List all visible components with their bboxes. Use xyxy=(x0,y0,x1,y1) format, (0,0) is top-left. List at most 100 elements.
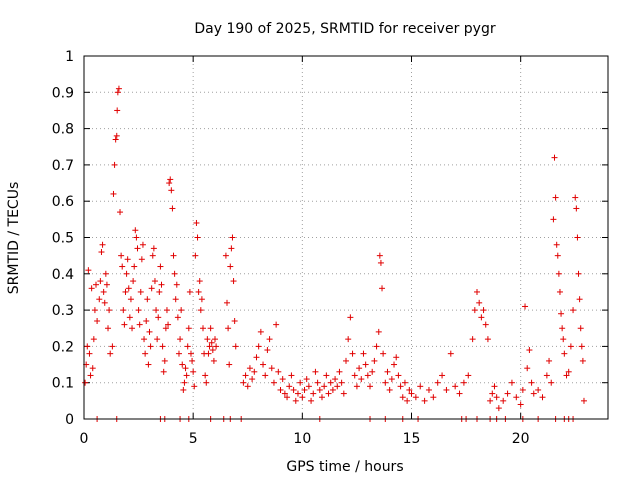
data-point xyxy=(297,379,304,386)
chart-title: Day 190 of 2025, SRMTID for receiver pyg… xyxy=(194,21,495,37)
data-point xyxy=(535,386,542,393)
data-point xyxy=(264,347,271,354)
data-point xyxy=(204,336,211,343)
data-point xyxy=(153,307,160,314)
data-point xyxy=(246,365,253,372)
data-point xyxy=(294,390,301,397)
data-point xyxy=(146,328,153,335)
data-point xyxy=(142,350,149,357)
y-tick-label: 0.7 xyxy=(52,158,74,174)
x-axis-title: GPS time / hours xyxy=(286,459,403,475)
x-tick-label: 0 xyxy=(80,431,89,447)
data-point xyxy=(112,136,119,143)
data-points xyxy=(82,85,587,422)
y-tick-label: 0.3 xyxy=(52,303,74,319)
data-point xyxy=(135,307,142,314)
data-point xyxy=(119,263,126,270)
data-point xyxy=(580,397,587,404)
data-point xyxy=(522,303,529,310)
data-point xyxy=(318,394,325,401)
data-point xyxy=(573,205,580,212)
data-point xyxy=(225,325,232,332)
data-point xyxy=(255,343,262,350)
data-point xyxy=(382,379,389,386)
data-point xyxy=(489,390,496,397)
data-point xyxy=(94,317,101,324)
data-point xyxy=(386,386,393,393)
data-point xyxy=(404,397,411,404)
y-tick-label: 1 xyxy=(65,49,74,65)
data-point xyxy=(421,397,428,404)
data-point xyxy=(155,314,162,321)
data-point xyxy=(172,296,179,303)
data-point xyxy=(184,343,191,350)
data-point xyxy=(353,383,360,390)
data-point xyxy=(347,314,354,321)
data-point xyxy=(177,336,184,343)
data-point xyxy=(329,386,336,393)
data-point xyxy=(556,288,563,295)
data-point xyxy=(375,328,382,335)
data-point xyxy=(85,267,92,274)
data-point xyxy=(86,350,93,357)
data-point xyxy=(205,350,212,357)
data-point xyxy=(242,372,249,379)
y-tick-label: 0.5 xyxy=(52,231,74,247)
data-point xyxy=(191,383,198,390)
data-point xyxy=(84,343,91,350)
data-point xyxy=(133,234,140,241)
data-point xyxy=(316,386,323,393)
y-tick-label: 0 xyxy=(65,412,74,428)
data-point xyxy=(325,390,332,397)
data-point xyxy=(179,361,186,368)
data-point xyxy=(476,299,483,306)
data-point xyxy=(550,216,557,223)
data-point xyxy=(195,288,202,295)
data-point xyxy=(367,383,374,390)
data-point xyxy=(132,227,139,234)
data-point xyxy=(198,296,205,303)
data-point xyxy=(183,372,190,379)
data-point xyxy=(351,372,358,379)
data-point xyxy=(107,350,114,357)
data-point xyxy=(399,394,406,401)
data-point xyxy=(231,317,238,324)
data-point xyxy=(471,307,478,314)
data-point xyxy=(122,288,129,295)
data-point xyxy=(345,336,352,343)
data-point xyxy=(185,325,192,332)
data-point xyxy=(343,357,349,364)
data-point xyxy=(474,288,480,295)
data-point xyxy=(395,372,402,379)
data-point xyxy=(508,379,515,386)
data-point xyxy=(551,154,558,161)
data-point xyxy=(377,259,384,266)
data-point xyxy=(103,281,110,288)
data-point xyxy=(452,383,459,390)
data-point xyxy=(111,161,118,168)
y-tick-label: 0.6 xyxy=(52,194,74,210)
data-point xyxy=(465,372,472,379)
data-point xyxy=(171,270,178,277)
plot-frame xyxy=(83,55,609,420)
data-point xyxy=(500,397,507,404)
data-point xyxy=(145,361,152,368)
data-point xyxy=(110,190,117,197)
data-point xyxy=(559,325,566,332)
data-point xyxy=(388,376,395,383)
data-point xyxy=(114,89,121,96)
data-point xyxy=(456,390,463,397)
data-point xyxy=(565,368,572,375)
data-point xyxy=(174,314,181,321)
data-point xyxy=(312,368,319,375)
data-point xyxy=(123,270,130,277)
data-point xyxy=(284,394,291,401)
x-tick-label: 5 xyxy=(189,431,198,447)
data-point xyxy=(314,379,321,386)
data-point xyxy=(553,241,560,248)
x-tick-label: 10 xyxy=(293,431,311,447)
data-point xyxy=(303,376,310,383)
data-point xyxy=(539,394,546,401)
data-point xyxy=(99,241,106,248)
data-point xyxy=(208,339,215,346)
